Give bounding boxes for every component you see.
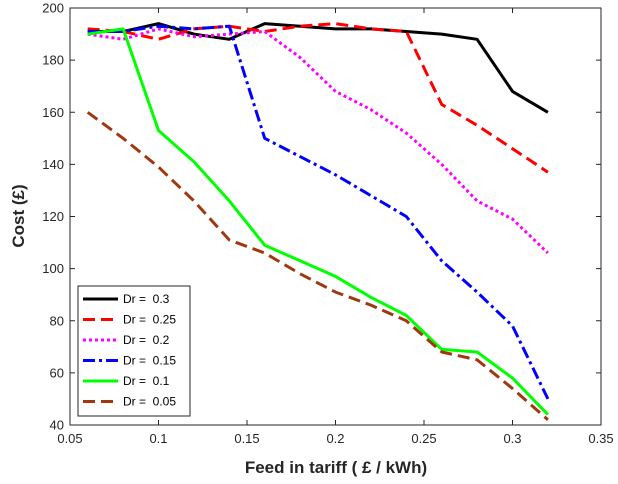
y-tick-label: 40 xyxy=(50,418,64,433)
series-line-6 xyxy=(86,111,549,421)
x-tick-label: 0.35 xyxy=(588,431,613,446)
series-line-3 xyxy=(87,27,549,255)
y-axis-ticks: 40 60 80 100 120 140 160 180 200 xyxy=(42,1,601,433)
y-tick-label: 200 xyxy=(42,1,64,16)
legend-label-6: Dr = 0.05 xyxy=(123,395,176,409)
legend-label-2: Dr = 0.25 xyxy=(123,313,176,327)
series-line-2 xyxy=(87,22,549,174)
y-tick-label: 100 xyxy=(42,261,64,276)
y-tick-label: 80 xyxy=(50,313,64,328)
y-tick-label: 180 xyxy=(42,53,64,68)
series-line-4 xyxy=(87,24,550,400)
x-axis-ticks: 0.05 0.1 0.15 0.2 0.25 0.3 0.35 xyxy=(57,8,614,446)
legend-label-4: Dr = 0.15 xyxy=(123,354,176,368)
x-tick-label: 0.1 xyxy=(149,431,167,446)
y-axis-title: Cost (£) xyxy=(9,184,28,247)
series-layer xyxy=(86,22,550,421)
x-tick-label: 0.2 xyxy=(326,431,344,446)
legend-box xyxy=(77,285,191,417)
legend-label-3: Dr = 0.2 xyxy=(123,333,170,347)
legend-label-1: Dr = 0.3 xyxy=(123,292,170,306)
legend-label-5: Dr = 0.1 xyxy=(123,374,170,388)
y-tick-label: 60 xyxy=(50,365,64,380)
x-tick-label: 0.05 xyxy=(57,431,82,446)
x-axis-title: Feed in tariff ( £ / kWh) xyxy=(245,458,427,477)
x-tick-label: 0.25 xyxy=(411,431,436,446)
legend: Dr = 0.3 Dr = 0.25 Dr = 0.2 Dr = 0.15 Dr = 0… xyxy=(77,285,191,417)
x-tick-label: 0.3 xyxy=(503,431,521,446)
y-tick-label: 140 xyxy=(42,157,64,172)
series-line-5 xyxy=(87,27,549,416)
y-tick-label: 120 xyxy=(42,209,64,224)
y-tick-label: 160 xyxy=(42,105,64,120)
x-tick-label: 0.15 xyxy=(234,431,259,446)
